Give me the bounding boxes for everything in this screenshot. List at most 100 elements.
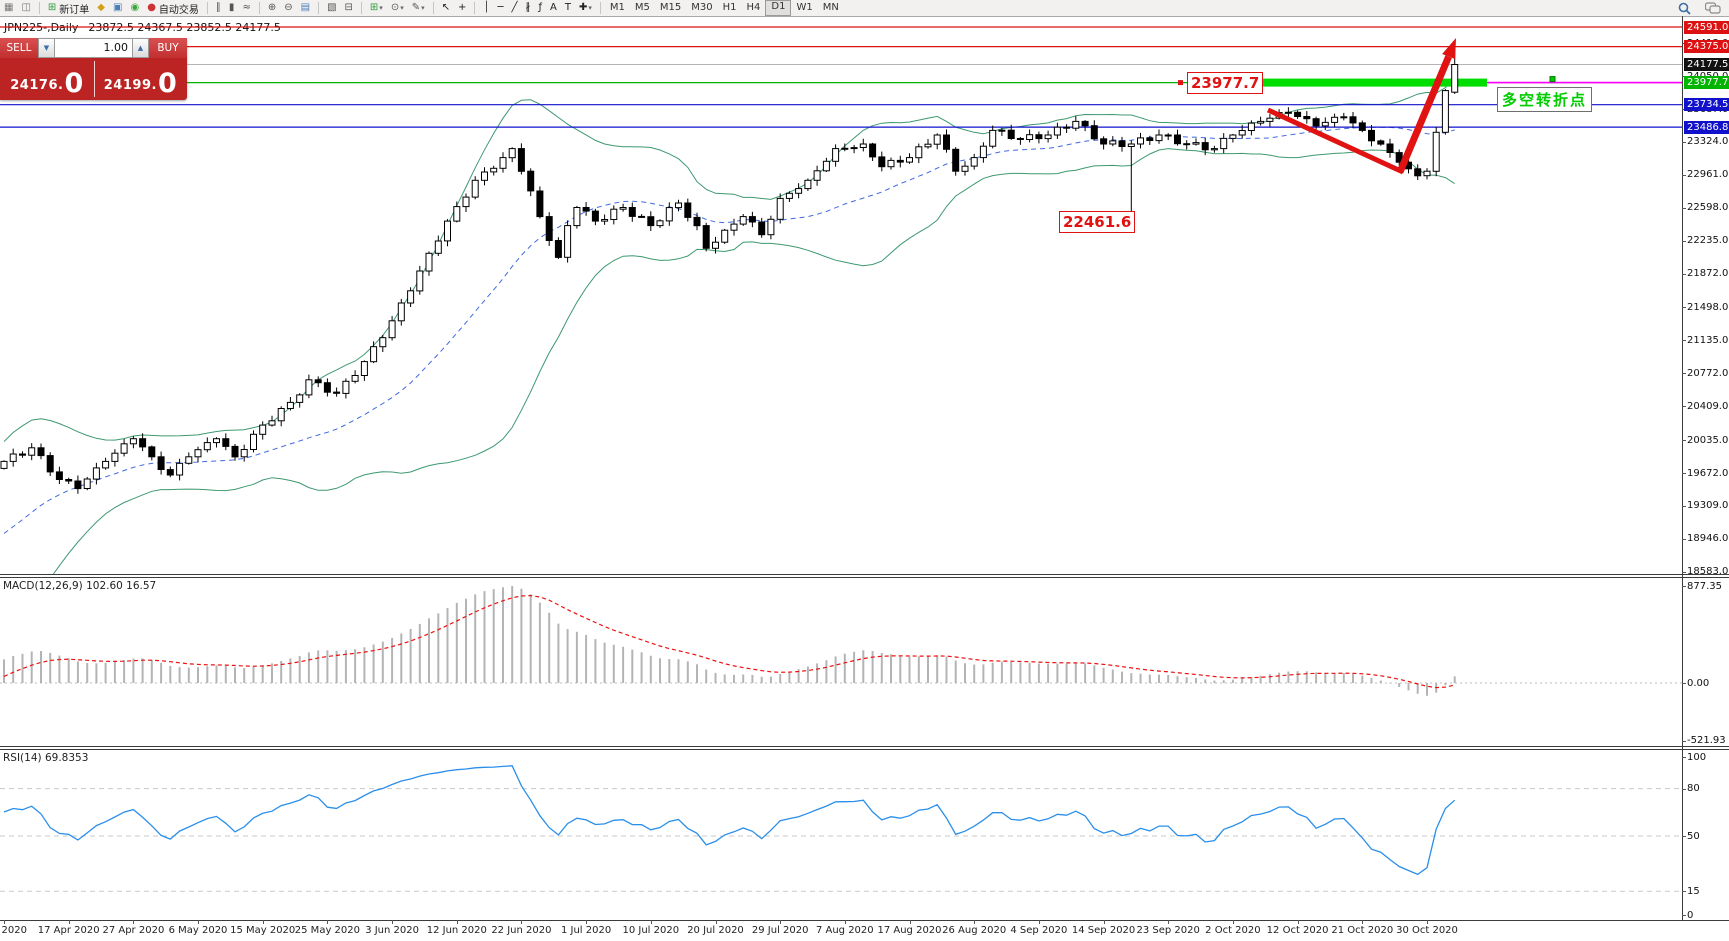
toolbar-text-button[interactable]: A — [547, 1, 560, 15]
sell-price[interactable]: 24176. 0 — [10, 68, 84, 100]
volume-input[interactable]: 1.00 — [55, 38, 132, 58]
price-tick-label: 22598.0 — [1687, 202, 1729, 214]
toolbar-fibonacci-button[interactable]: ƒ — [536, 1, 546, 15]
toolbar-terminal-button[interactable]: ▣ — [110, 1, 125, 15]
pivot-note-box[interactable]: 多空转折点 — [1497, 87, 1593, 112]
chevron-down-icon: ▾ — [379, 4, 383, 12]
timeframe-d1-button[interactable]: D1 — [765, 0, 792, 16]
toolbar-right — [1678, 1, 1721, 15]
separator-macd-rsi[interactable] — [0, 746, 1729, 747]
toolbar-new-order-button[interactable]: ⊞ 新订单 — [45, 1, 92, 16]
toolbar-cursor-button[interactable]: ↖ — [439, 1, 453, 15]
separator-main-macd-2 — [0, 577, 1729, 578]
price-tick — [1682, 240, 1686, 242]
timeframe-m15-button[interactable]: M15 — [659, 2, 682, 13]
toolbar-periods-button[interactable]: ⊙ ▾ — [388, 1, 407, 15]
level-price-label: 24591.0 — [1684, 20, 1729, 34]
timeframe-h4-button[interactable]: H4 — [746, 2, 761, 13]
toolbar-bar-chart-button[interactable]: ∥ — [213, 1, 224, 15]
history-icon: ◆ — [97, 2, 105, 13]
date-label: 12 Oct 2020 — [1266, 925, 1329, 936]
level-price-label: 24375.0 — [1684, 40, 1729, 54]
date-tick — [650, 920, 652, 924]
date-tick — [392, 920, 394, 924]
toolbar-candlestick-chart-button[interactable]: ▮ — [226, 1, 238, 15]
date-tick — [68, 920, 70, 924]
toolbar-grid-button[interactable]: ⊟ — [342, 1, 356, 15]
volume-up-button[interactable]: ▲ — [132, 38, 149, 58]
date-label: 17 Aug 2020 — [877, 925, 942, 936]
separator-main-macd[interactable] — [0, 574, 1729, 575]
date-tick — [1427, 920, 1428, 924]
timeframe-m30-button[interactable]: M30 — [691, 2, 713, 13]
autotrading-icon: ● — [147, 2, 156, 13]
toolbar-label-button[interactable]: T — [562, 1, 574, 15]
price-tick — [1682, 141, 1686, 143]
price-tick-label: 21498.0 — [1687, 301, 1729, 313]
toolbar-arrows-button[interactable]: ✚ ▾ — [576, 1, 595, 15]
date-label: 17 Apr 2020 — [37, 925, 100, 936]
zoom-out-icon: ⊖ — [284, 2, 293, 13]
toolbar-zoom-in-button[interactable]: ⊕ — [265, 1, 279, 15]
toolbar-label: 自动交易 — [158, 4, 199, 16]
level-annotation-23977[interactable]: 23977.7 — [1187, 72, 1264, 94]
low-annotation-22461[interactable]: 22461.6 — [1059, 211, 1136, 233]
main-chart — [0, 26, 1682, 574]
vertical-line-icon: │ — [483, 2, 490, 13]
date-tick — [1362, 920, 1364, 924]
timeframe-m1-button[interactable]: M1 — [609, 2, 625, 13]
periods-icon: ⊙ — [390, 2, 400, 13]
rsi-tick — [1682, 915, 1686, 916]
chevron-down-icon: ▾ — [588, 4, 592, 12]
price-tick-label: 22961.0 — [1687, 169, 1729, 181]
toolbar-tile-windows-button[interactable]: ▤ — [298, 1, 313, 15]
timeframe-w1-button[interactable]: W1 — [796, 2, 813, 13]
buy-price[interactable]: 24199. 0 — [103, 68, 177, 100]
timeframe-mn-button[interactable]: MN — [822, 2, 839, 13]
macd-tick-label: 0.00 — [1687, 677, 1710, 689]
toolbar-new-chart-button[interactable]: ▦ — [1, 1, 16, 15]
chat-icon[interactable] — [1705, 1, 1721, 15]
toolbar-separator — [258, 2, 260, 14]
toolbar-zoom-out-button[interactable]: ⊖ — [281, 1, 295, 15]
toolbar-profiles-button[interactable]: ◫ — [18, 1, 33, 15]
rsi-tick — [1682, 757, 1686, 758]
chevron-down-icon: ▾ — [400, 4, 404, 12]
trendline-icon: ╱ — [511, 2, 518, 13]
rsi-tick — [1682, 788, 1686, 790]
macd-tick — [1682, 586, 1686, 587]
signals-icon: ◉ — [130, 2, 140, 13]
new-order-icon: ⊞ — [47, 2, 57, 13]
toolbar-separator — [599, 2, 601, 14]
volume-down-button[interactable]: ▼ — [38, 38, 55, 58]
date-tick — [1168, 920, 1170, 924]
macd-tick-label: -521.93 — [1687, 735, 1726, 747]
rsi-tick-label: 100 — [1687, 751, 1707, 763]
toolbar-channel-button[interactable]: ∦ — [523, 1, 534, 15]
toolbar-history-button[interactable]: ◆ — [94, 1, 108, 15]
search-icon[interactable] — [1678, 2, 1691, 15]
toolbar-signals-button[interactable]: ◉ — [127, 1, 142, 15]
toolbar-crosshair-button[interactable]: + — [455, 1, 469, 15]
buy-button[interactable]: BUY — [149, 38, 187, 58]
toolbar-trendline-button[interactable]: ╱ — [508, 1, 520, 15]
sell-button[interactable]: SELL — [0, 38, 38, 58]
price-tick — [1682, 406, 1686, 408]
toolbar-vertical-line-button[interactable]: │ — [480, 1, 492, 15]
timeframe-m5-button[interactable]: M5 — [634, 2, 650, 13]
candlestick-chart-icon: ▮ — [228, 2, 235, 13]
toolbar-indicators-button[interactable]: ⊞ ▾ — [367, 1, 386, 15]
macd-tick — [1682, 740, 1686, 742]
date-label: 4 Sep 2020 — [1010, 925, 1068, 936]
date-tick — [1297, 920, 1299, 924]
date-tick — [715, 920, 717, 924]
toolbar-horizontal-line-button[interactable]: ─ — [494, 1, 506, 15]
toolbar-objects-button[interactable]: ✎ ▾ — [409, 1, 428, 15]
horizontal-line-icon: ─ — [497, 2, 504, 13]
toolbar-arrange-button[interactable]: ▧ — [324, 1, 339, 15]
toolbar-line-chart-button[interactable]: ≈ — [239, 1, 253, 15]
toolbar-separator — [432, 2, 434, 14]
date-tick — [844, 920, 846, 924]
timeframe-h1-button[interactable]: H1 — [722, 2, 737, 13]
toolbar-autotrading-button[interactable]: ● 自动交易 — [144, 1, 202, 16]
